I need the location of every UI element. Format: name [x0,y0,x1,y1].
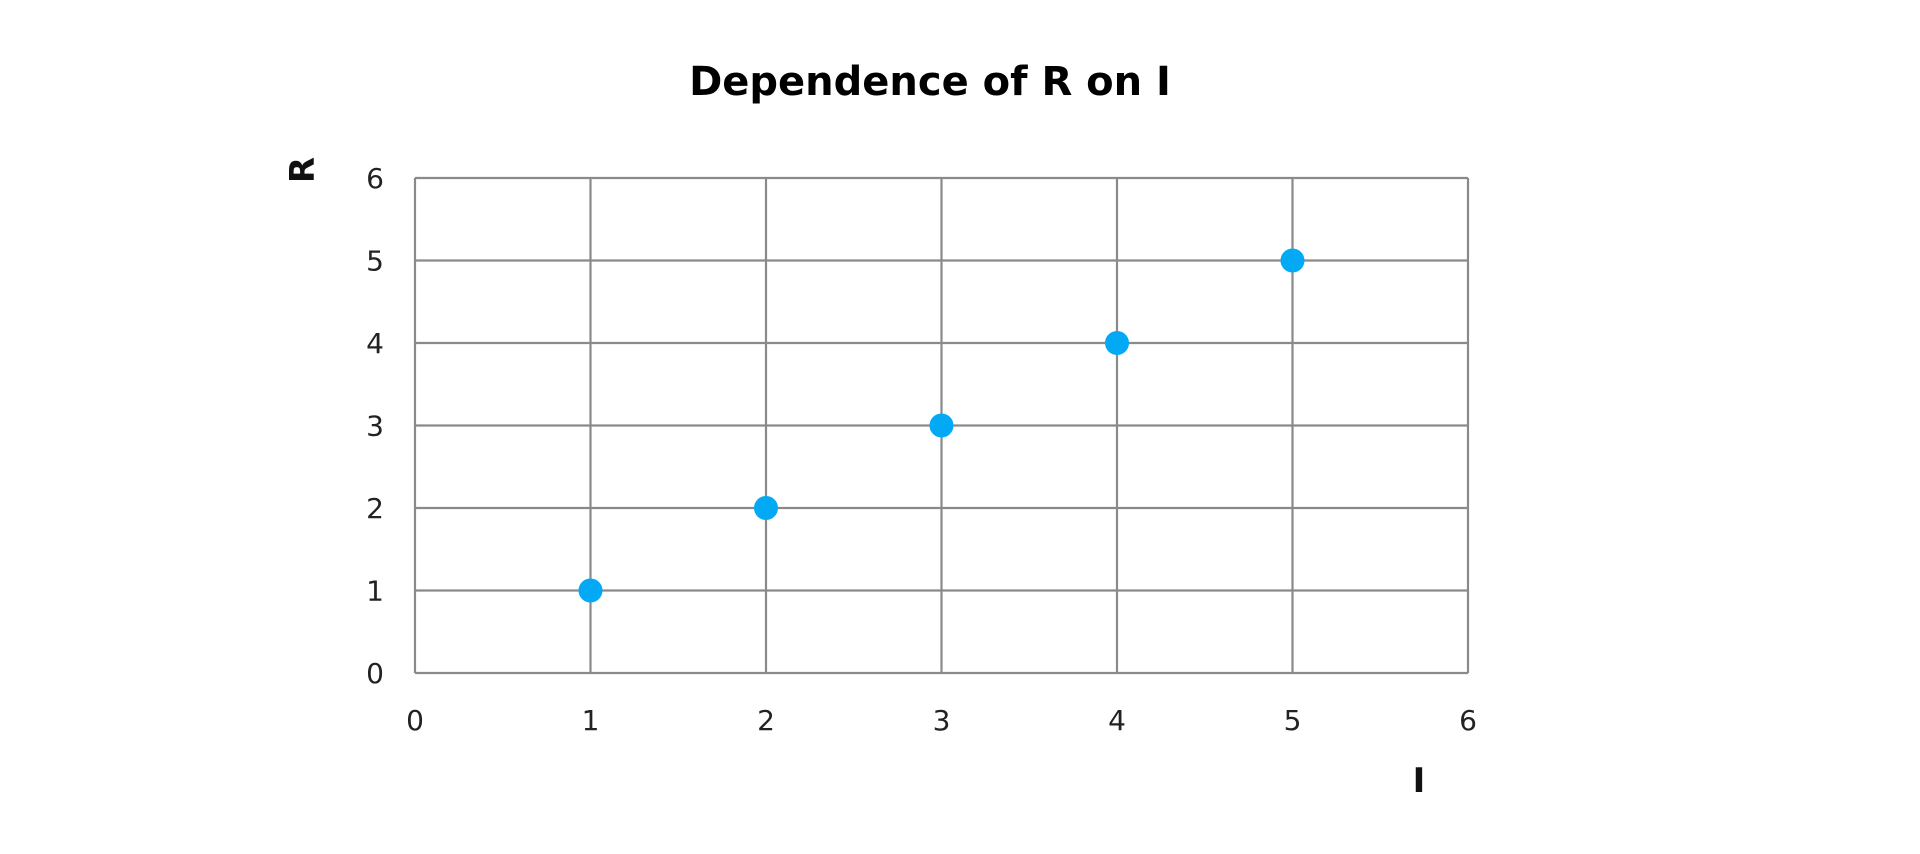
y-tick-label: 1 [366,575,384,608]
data-point [1280,248,1305,273]
chart-title: Dependence of R on I [689,59,1171,105]
data-point [578,578,603,603]
y-tick-label: 0 [366,657,384,690]
x-tick-label: 1 [582,704,600,737]
x-tick-label: 3 [933,704,951,737]
y-tick-label: 6 [366,162,384,195]
x-tick-label: 6 [1459,704,1477,737]
x-axis-title: I [1413,761,1426,801]
x-tick-label: 5 [1284,704,1302,737]
y-tick-label: 4 [366,327,384,360]
x-tick-label: 2 [757,704,775,737]
y-tick-label: 2 [366,492,384,525]
y-tick-label: 3 [366,410,384,443]
y-axis-ticks: 0 1 2 3 4 5 6 [366,162,384,690]
x-axis-ticks: 0 1 2 3 4 5 6 [406,704,1477,737]
y-tick-label: 5 [366,245,384,278]
data-point [1105,331,1129,355]
y-axis-title: R [283,157,323,183]
data-point [754,496,778,520]
data-points [578,248,1305,603]
x-tick-label: 4 [1108,704,1126,737]
data-point [929,413,954,438]
x-tick-label: 0 [406,704,424,737]
